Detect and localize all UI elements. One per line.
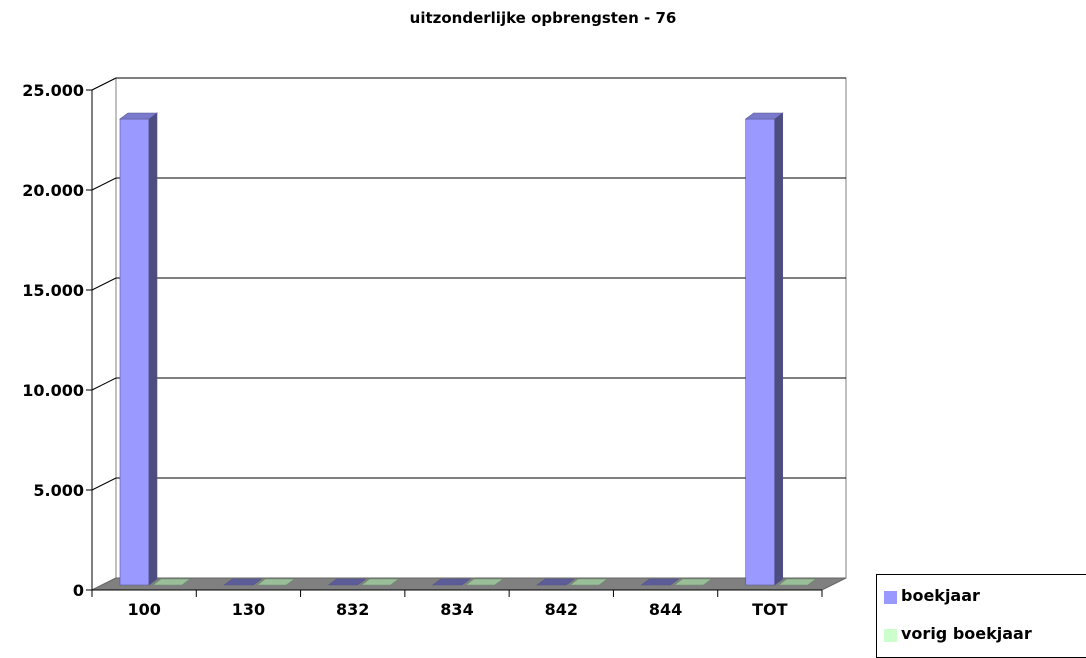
side-wall — [91, 77, 117, 591]
legend-item-vorig-boekjaar: vorig boekjaar — [884, 624, 1032, 643]
chart-title: uitzonderlijke opbrengsten - 76 — [409, 9, 677, 27]
legend: boekjaar vorig boekjaar — [876, 574, 1086, 658]
legend-swatch-vorig-boekjaar — [884, 629, 897, 642]
legend-label-boekjaar: boekjaar — [901, 586, 980, 605]
x-tick-label: 834 — [440, 600, 473, 619]
legend-item-boekjaar: boekjaar — [884, 586, 980, 605]
gridline-side — [91, 277, 117, 291]
bar-boekjaar-842 — [536, 578, 576, 586]
bar-vorig-boekjaar-834 — [464, 578, 504, 586]
x-tick-label: TOT — [752, 600, 788, 619]
gridline-side — [91, 77, 117, 91]
bar-vorig-boekjaar-844 — [673, 578, 713, 586]
legend-label-vorig-boekjaar: vorig boekjaar — [901, 624, 1032, 643]
bar-boekjaar-130 — [223, 578, 263, 586]
y-tick-label: 5.000 — [33, 481, 84, 500]
bar-vorig-boekjaar-TOT — [777, 578, 817, 586]
x-tick-label: 844 — [649, 600, 682, 619]
y-tick-label: 25.000 — [22, 81, 84, 100]
bar-boekjaar-844 — [640, 578, 680, 586]
y-tick-label: 10.000 — [22, 381, 84, 400]
bar-vorig-boekjaar-130 — [256, 578, 296, 586]
x-tick-label: 130 — [232, 600, 265, 619]
bar-vorig-boekjaar-100 — [152, 578, 191, 586]
y-tick-label: 15.000 — [22, 281, 84, 300]
bar-vorig-boekjaar-832 — [360, 578, 400, 586]
legend-swatch-boekjaar — [884, 591, 897, 604]
bar-boekjaar-832 — [327, 578, 367, 586]
gridline-side — [91, 177, 117, 191]
gridline-side — [91, 377, 117, 391]
bar-boekjaar-834 — [431, 578, 471, 586]
bar-boekjaar-100 — [119, 112, 158, 586]
gridline-side — [91, 477, 117, 491]
y-tick-label: 0 — [73, 581, 84, 600]
bar-boekjaar-TOT — [744, 112, 784, 586]
back-wall — [115, 77, 847, 579]
x-tick-label: 832 — [336, 600, 369, 619]
y-tick-label: 20.000 — [22, 181, 84, 200]
x-tick-label: 842 — [545, 600, 578, 619]
x-tick-label: 100 — [127, 600, 160, 619]
bar-vorig-boekjaar-842 — [569, 578, 609, 586]
